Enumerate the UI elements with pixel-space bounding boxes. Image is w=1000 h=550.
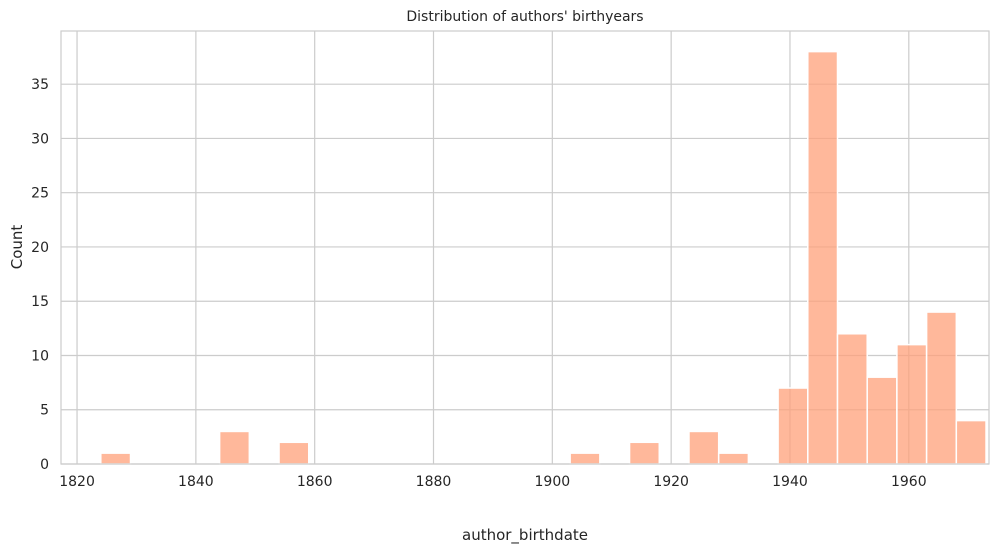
histogram-bar <box>925 311 958 465</box>
x-tick-label: 1860 <box>297 474 333 490</box>
y-tick-labels: 0 5 10 15 20 25 30 35 <box>31 77 49 473</box>
y-tick-label: 0 <box>40 457 49 473</box>
y-tick-label: 20 <box>31 240 49 256</box>
x-axis-label: author_birthdate <box>462 526 588 545</box>
histogram-bar <box>955 419 987 465</box>
y-axis-label: Count <box>8 225 26 270</box>
histogram-bar <box>569 452 601 465</box>
x-tick-label: 1840 <box>178 474 214 490</box>
y-tick-label: 30 <box>31 131 49 147</box>
histogram-bar <box>100 452 132 465</box>
x-tick-label: 1880 <box>416 474 452 490</box>
histogram-bar <box>688 430 720 465</box>
x-tick-label: 1920 <box>653 474 689 490</box>
y-tick-label: 25 <box>31 186 49 202</box>
y-tick-label: 35 <box>31 77 49 93</box>
histogram-bar <box>807 50 839 465</box>
y-tick-label: 10 <box>31 348 49 364</box>
histogram-bar <box>717 452 750 465</box>
histogram-bar <box>866 376 898 465</box>
x-tick-label: 1900 <box>535 474 571 490</box>
plot-frame <box>60 30 990 465</box>
x-tick-label: 1820 <box>59 474 95 490</box>
chart-title: Distribution of authors' birthyears <box>406 9 643 25</box>
y-tick-label: 5 <box>40 403 49 419</box>
histogram-bar <box>628 441 661 465</box>
x-tick-label: 1940 <box>772 474 808 490</box>
x-tick-label: 1960 <box>891 474 927 490</box>
histogram-bar <box>278 441 310 465</box>
x-tick-labels: 1820 1840 1860 1880 1900 1920 1940 1960 <box>59 474 926 490</box>
histogram-bar <box>777 387 809 465</box>
histogram-bar <box>836 333 868 465</box>
histogram-bar <box>218 430 251 465</box>
y-tick-label: 15 <box>31 294 49 310</box>
histogram-bar <box>896 343 928 465</box>
